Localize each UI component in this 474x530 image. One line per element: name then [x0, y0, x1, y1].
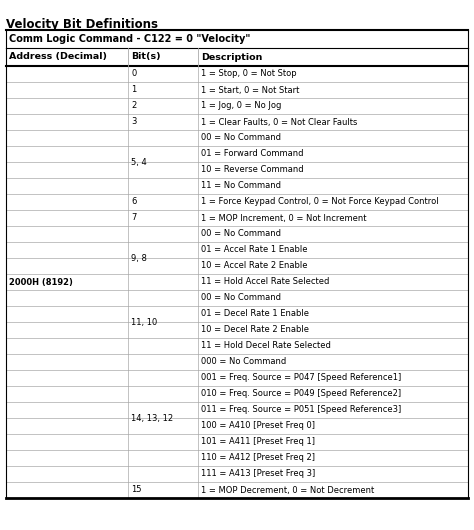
Text: 10 = Accel Rate 2 Enable: 10 = Accel Rate 2 Enable: [201, 261, 307, 270]
Text: 1 = MOP Increment, 0 = Not Increment: 1 = MOP Increment, 0 = Not Increment: [201, 214, 366, 223]
Text: 1 = Stop, 0 = Not Stop: 1 = Stop, 0 = Not Stop: [201, 69, 296, 78]
Text: 6: 6: [131, 198, 137, 207]
Text: 9, 8: 9, 8: [131, 253, 147, 262]
Text: 1: 1: [131, 85, 137, 94]
Text: 01 = Accel Rate 1 Enable: 01 = Accel Rate 1 Enable: [201, 245, 307, 254]
Text: 2: 2: [131, 102, 137, 110]
Text: 01 = Decel Rate 1 Enable: 01 = Decel Rate 1 Enable: [201, 310, 309, 319]
Text: 5, 4: 5, 4: [131, 157, 147, 166]
Text: 7: 7: [131, 214, 137, 223]
Text: 00 = No Command: 00 = No Command: [201, 229, 281, 239]
Text: 2000H (8192): 2000H (8192): [9, 278, 73, 287]
Text: 101 = A411 [Preset Freq 1]: 101 = A411 [Preset Freq 1]: [201, 437, 315, 446]
Text: Bit(s): Bit(s): [131, 52, 161, 61]
Text: 010 = Freq. Source = P049 [Speed Reference2]: 010 = Freq. Source = P049 [Speed Referen…: [201, 390, 401, 399]
Text: 001 = Freq. Source = P047 [Speed Reference1]: 001 = Freq. Source = P047 [Speed Referen…: [201, 374, 401, 383]
Text: 1 = Force Keypad Control, 0 = Not Force Keypad Control: 1 = Force Keypad Control, 0 = Not Force …: [201, 198, 438, 207]
Text: 0: 0: [131, 69, 137, 78]
Text: Description: Description: [201, 52, 262, 61]
Text: 00 = No Command: 00 = No Command: [201, 134, 281, 143]
Text: 011 = Freq. Source = P051 [Speed Reference3]: 011 = Freq. Source = P051 [Speed Referen…: [201, 405, 401, 414]
Text: 1 = Start, 0 = Not Start: 1 = Start, 0 = Not Start: [201, 85, 299, 94]
Text: 1 = Clear Faults, 0 = Not Clear Faults: 1 = Clear Faults, 0 = Not Clear Faults: [201, 118, 357, 127]
Text: 10 = Decel Rate 2 Enable: 10 = Decel Rate 2 Enable: [201, 325, 309, 334]
Text: 11 = Hold Accel Rate Selected: 11 = Hold Accel Rate Selected: [201, 278, 329, 287]
Text: 11, 10: 11, 10: [131, 317, 158, 326]
Text: 110 = A412 [Preset Freq 2]: 110 = A412 [Preset Freq 2]: [201, 454, 315, 463]
Text: 10 = Reverse Command: 10 = Reverse Command: [201, 165, 303, 174]
Text: 11 = No Command: 11 = No Command: [201, 181, 281, 190]
Text: 1 = MOP Decrement, 0 = Not Decrement: 1 = MOP Decrement, 0 = Not Decrement: [201, 485, 374, 494]
Text: 3: 3: [131, 118, 137, 127]
Text: 01 = Forward Command: 01 = Forward Command: [201, 149, 303, 158]
Text: 11 = Hold Decel Rate Selected: 11 = Hold Decel Rate Selected: [201, 341, 330, 350]
Text: Address (Decimal): Address (Decimal): [9, 52, 107, 61]
Text: 15: 15: [131, 485, 142, 494]
Text: 111 = A413 [Preset Freq 3]: 111 = A413 [Preset Freq 3]: [201, 470, 315, 479]
Text: 00 = No Command: 00 = No Command: [201, 294, 281, 303]
Text: Velocity Bit Definitions: Velocity Bit Definitions: [6, 18, 158, 31]
Text: 1 = Jog, 0 = No Jog: 1 = Jog, 0 = No Jog: [201, 102, 281, 110]
Text: 100 = A410 [Preset Freq 0]: 100 = A410 [Preset Freq 0]: [201, 421, 315, 430]
Text: 14, 13, 12: 14, 13, 12: [131, 413, 173, 422]
Text: 000 = No Command: 000 = No Command: [201, 358, 286, 367]
Text: Comm Logic Command - C122 = 0 "Velocity": Comm Logic Command - C122 = 0 "Velocity": [9, 34, 250, 44]
